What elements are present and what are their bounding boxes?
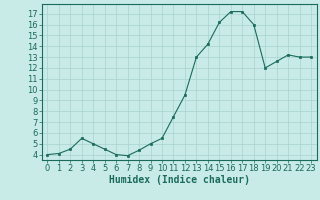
- X-axis label: Humidex (Indice chaleur): Humidex (Indice chaleur): [109, 175, 250, 185]
